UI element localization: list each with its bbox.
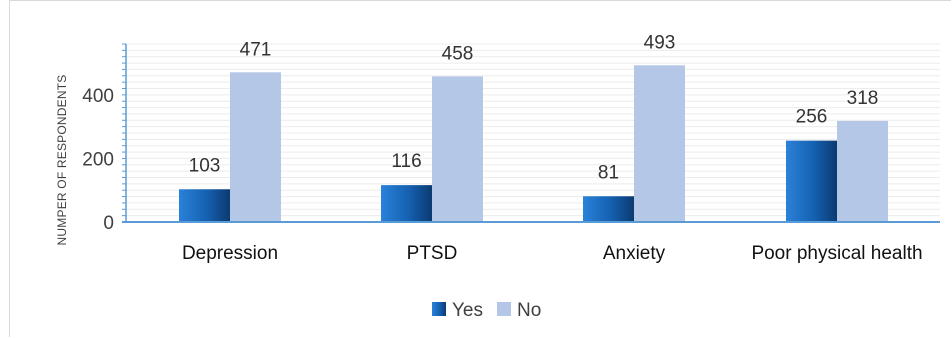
- y-tick-label: 400: [82, 86, 114, 107]
- labels: 103 471 Depression 116 458 PTSD 81 493 Anxiety 25…: [55, 32, 923, 264]
- bar-no-ptsd: [432, 76, 483, 223]
- data-label-no: 318: [847, 88, 879, 109]
- category-label: Depression: [182, 243, 278, 264]
- bar-yes-anxiety: [583, 196, 634, 222]
- data-label-yes: 256: [796, 107, 828, 128]
- y-tick-label: 200: [82, 149, 114, 170]
- data-label-no: 458: [442, 43, 474, 64]
- category-label: Anxiety: [603, 243, 666, 264]
- data-label-no: 471: [240, 39, 272, 60]
- y-axis-title: NUMPER OF RESPONDENTS: [55, 75, 69, 246]
- chart-frame: [9, 0, 951, 337]
- legend-swatch-yes: [432, 302, 446, 316]
- legend-label-no: No: [517, 300, 541, 321]
- bar-yes-depression: [179, 189, 230, 222]
- category-label: Poor physical health: [751, 243, 922, 264]
- bar-no-poor-physical-health: [837, 120, 888, 222]
- bar-yes-poor-physical-health: [786, 140, 837, 222]
- data-label-yes: 103: [189, 155, 221, 176]
- bar-yes-ptsd: [381, 185, 432, 222]
- bar-no-depression: [230, 72, 281, 223]
- bar-no-anxiety: [634, 65, 685, 223]
- axes: [122, 43, 940, 223]
- y-tick-label: 0: [103, 213, 114, 234]
- legend: Yes No: [432, 300, 541, 321]
- data-label-no: 493: [644, 32, 676, 53]
- data-label-yes: 81: [598, 162, 619, 183]
- category-label: PTSD: [407, 243, 458, 264]
- data-label-yes: 116: [391, 151, 421, 172]
- legend-label-yes: Yes: [452, 300, 483, 321]
- bars: [179, 65, 888, 223]
- legend-swatch-no: [497, 302, 511, 316]
